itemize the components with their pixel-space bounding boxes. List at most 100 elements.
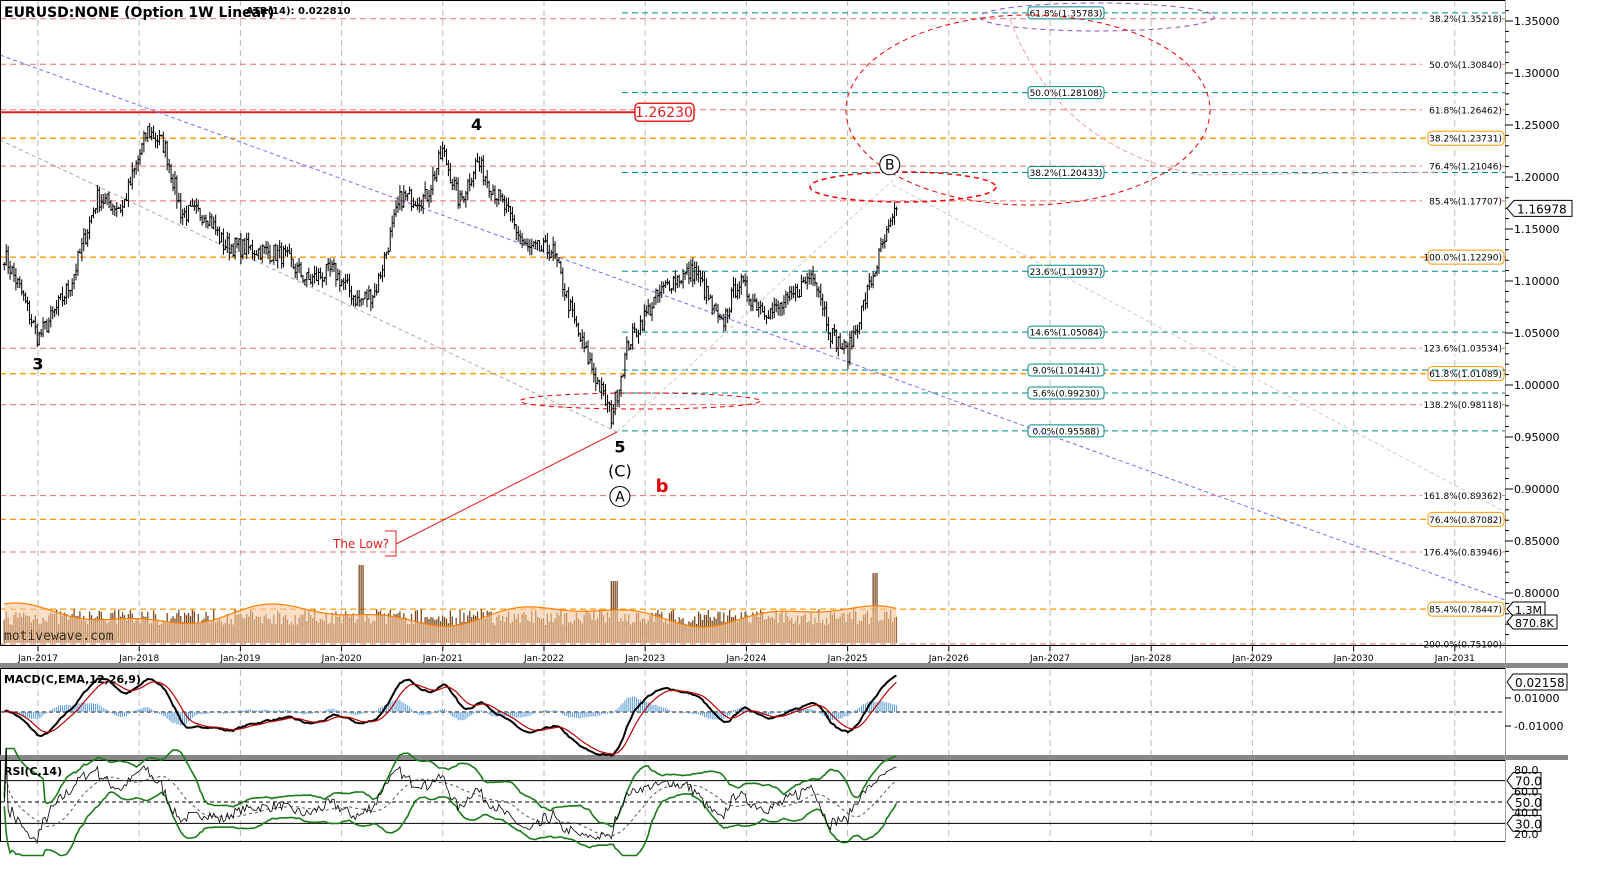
- y-tick-label: 0.80000: [1514, 587, 1560, 600]
- y-tick-label: 1.00000: [1514, 379, 1560, 392]
- fib-label: 0.0%(0.95588): [1032, 427, 1099, 437]
- fib-label-bg: [1422, 342, 1502, 355]
- annotation-line: [395, 431, 618, 545]
- fib-label: 38.2%(1.20433): [1030, 169, 1103, 179]
- x-tick-label: Jan-2020: [321, 654, 362, 664]
- macd-value: 0.02158: [1515, 676, 1565, 690]
- wave-label-circle: [879, 154, 901, 176]
- fib-label: 85.4%(1.17707): [1429, 197, 1502, 207]
- watermark: motivewave.com: [4, 629, 114, 644]
- fib-label-bg: [1422, 58, 1502, 71]
- fib-label: 50.0%(1.28108): [1030, 89, 1103, 99]
- annotation-text: The Low?: [332, 537, 389, 551]
- rsi-tick-label: 40.0: [1514, 807, 1539, 820]
- macd-signal-line: [4, 680, 897, 755]
- y-tick-label: 1.15000: [1514, 223, 1560, 236]
- fib-label-bg: [1422, 12, 1502, 25]
- fib-label-bg: [1422, 545, 1502, 558]
- fib-label-bg: [1422, 637, 1502, 650]
- fib-label: 61.8%(1.35783): [1030, 9, 1103, 19]
- fib-label-bg: [1422, 103, 1502, 116]
- resistance-label-box: [634, 102, 695, 122]
- x-tick-label: Jan-2028: [1130, 654, 1171, 664]
- rsi-level-box: [1506, 772, 1542, 790]
- fib-label-bg: [1422, 194, 1502, 207]
- rsi-tick-label: 20.0: [1514, 828, 1539, 841]
- macd-title: MACD(C,EMA,12,26,9): [4, 673, 141, 686]
- x-tick-label: Jan-2023: [624, 654, 665, 664]
- fib-label: 100.0%(1.12290): [1423, 254, 1502, 264]
- wave-label: B: [885, 158, 895, 174]
- rsi-level-box: [1506, 814, 1542, 832]
- y-tick-label: 1.10000: [1514, 275, 1560, 288]
- fib-label-box: [1027, 363, 1105, 377]
- atr-label: ATR(14): 0.022810: [246, 6, 351, 17]
- annotation-bracket: [385, 530, 397, 557]
- x-tick-label: Jan-2030: [1333, 654, 1374, 664]
- rsi-level-label: 70.0: [1515, 775, 1542, 789]
- volume-bars: [3, 565, 898, 643]
- trend-line: [0, 139, 618, 433]
- resistance-label: 1.26230: [635, 105, 693, 121]
- x-tick-label: Jan-2022: [523, 654, 564, 664]
- fib-label-box: [1027, 386, 1105, 400]
- projection-ellipse: [519, 392, 761, 410]
- fib-label-box: [1427, 601, 1505, 617]
- volume-ma-area: [4, 603, 897, 643]
- fib-label: 138.2%(0.98118): [1423, 401, 1502, 411]
- rsi-title: RSI(C,14): [4, 765, 62, 778]
- fib-label-box: [1027, 325, 1105, 339]
- volume-ma-line: [4, 602, 897, 628]
- projection-arc: [1009, 19, 1441, 176]
- grid: [37, 0, 1456, 842]
- panel-divider: [0, 755, 1568, 760]
- fib-label: 23.6%(1.10937): [1030, 268, 1103, 278]
- fib-label: 38.2%(1.23731): [1429, 135, 1502, 145]
- x-tick-label: Jan-2024: [725, 654, 766, 664]
- chart-title: EURUSD:NONE (Option 1W Linear): [4, 5, 274, 21]
- fib-label-box: [1027, 86, 1105, 100]
- fib-label-box: [1027, 165, 1105, 179]
- x-tick-label: Jan-2018: [118, 654, 159, 664]
- y-tick-label: 1.05000: [1514, 327, 1560, 340]
- fib-label: 123.6%(1.03534): [1423, 345, 1502, 355]
- wave-label: b: [656, 476, 669, 497]
- wave-label: 4: [471, 115, 482, 134]
- drawings: 1.26230 The Low?: [0, 2, 1506, 601]
- last-price-box: [1506, 199, 1573, 217]
- x-tick-label: Jan-2027: [1029, 654, 1070, 664]
- x-tick-label: Jan-2017: [17, 654, 58, 664]
- volume-label-box: [1506, 601, 1546, 617]
- last-price-label: 1.16978: [1517, 202, 1567, 216]
- volume-label-box: [1506, 614, 1558, 630]
- price-bars: [2, 122, 898, 429]
- fib-label-bg: [1422, 489, 1502, 502]
- panel-divider: [0, 663, 1568, 668]
- projection-ellipse: [979, 2, 1215, 32]
- rsi-level-label: 30.0: [1515, 817, 1542, 831]
- wave-label: A: [615, 489, 625, 505]
- x-tick-label: Jan-2019: [219, 654, 260, 664]
- axes: Jan-2017 Jan-2018 Jan-2019 Jan-2020 Jan-2021…: [0, 0, 1573, 842]
- fib-label-bg: [1422, 398, 1502, 411]
- y-tick-label: 1.30000: [1514, 67, 1560, 80]
- y-tick-label: 1.25000: [1514, 119, 1560, 132]
- rsi-upper-band: [3, 747, 897, 828]
- volume-label: 1.3M: [1515, 604, 1542, 617]
- rsi-panel[interactable]: 70.0 50.0 30.0 80.0 60.0 40.0 20.0: [0, 747, 1542, 857]
- wave-label-circle: [609, 485, 631, 507]
- fib-label: 5.6%(0.99230): [1032, 390, 1099, 400]
- macd-tick-label: -0.01000: [1514, 720, 1563, 733]
- rsi-tick-label: 80.0: [1514, 764, 1539, 777]
- fib-label: 76.4%(0.87082): [1429, 516, 1502, 526]
- fib-label: 176.4%(0.83946): [1423, 548, 1502, 558]
- fib-label: 161.8%(0.89362): [1423, 492, 1502, 502]
- macd-line: [3, 674, 897, 757]
- wave-label: 3: [32, 354, 43, 373]
- wave-label: (C): [608, 462, 632, 481]
- fib-label: 14.6%(1.05084): [1030, 329, 1103, 339]
- trend-line: [616, 179, 894, 433]
- macd-panel[interactable]: 0.01000 -0.01000 0.02158: [0, 673, 1568, 757]
